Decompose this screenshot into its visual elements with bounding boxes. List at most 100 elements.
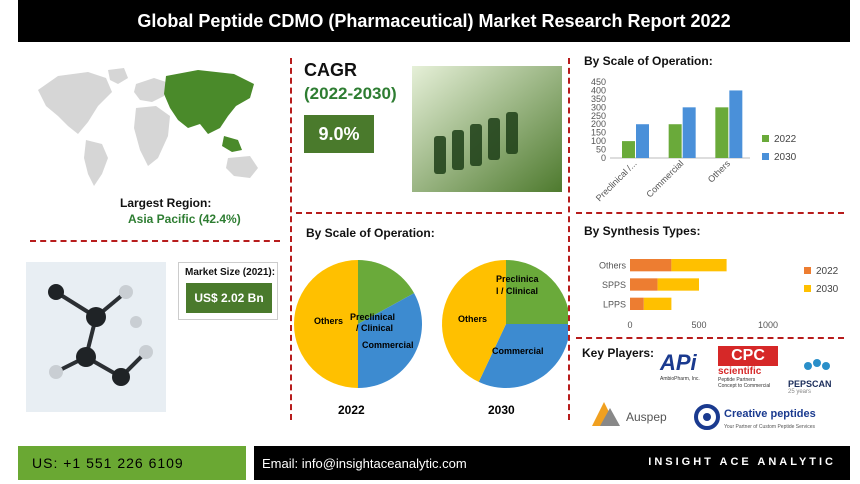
hbar-2030-2 <box>643 297 672 310</box>
hbar-xtick: 500 <box>691 320 706 330</box>
pie-2030-label-preclinical-2: l / Clinical <box>496 286 538 296</box>
logo-cpc-sub3: Concept to Commercial <box>718 383 771 389</box>
hbar-2022-0 <box>630 259 672 272</box>
pie-2022-label-others: Others <box>314 316 343 326</box>
bar-ytick: 400 <box>591 85 606 95</box>
logo-api-text: APi <box>660 350 697 375</box>
bar-2022-0 <box>622 141 635 158</box>
market-size-label: Market Size (2021): <box>185 267 276 278</box>
pie-2022 <box>294 260 422 388</box>
pie-2022-label-preclinical-1: Preclinical <box>350 312 395 322</box>
cagr-value: 9.0% <box>304 115 374 153</box>
footer-contact-bar: Email: info@insightaceanalytic.com INSIG… <box>254 446 850 480</box>
bar-ytick: 300 <box>591 102 606 112</box>
divider-vertical-right <box>568 58 570 420</box>
hbar-category-label: SPPS <box>602 280 626 290</box>
hbar-legend-swatch-2022 <box>804 267 811 274</box>
hbar-xtick: 0 <box>627 320 632 330</box>
bar-legend-swatch-2030 <box>762 153 769 160</box>
hbar-category-label: LPPS <box>603 299 626 309</box>
hbar-legend-swatch-2030 <box>804 285 811 292</box>
hbar-2022-2 <box>630 297 644 310</box>
cagr-period: (2022-2030) <box>304 84 397 103</box>
bar-category-label: Others <box>706 158 733 185</box>
bar-2030-0 <box>636 124 649 158</box>
pie-charts: Preclinical / Clinical Commercial Others… <box>294 260 568 417</box>
bar-category-label: Preclinical /... <box>594 158 639 203</box>
molecule-image <box>26 262 166 412</box>
pie-2030-label-others: Others <box>458 314 487 324</box>
hbar-2022-1 <box>630 278 658 291</box>
pie-section-title: By Scale of Operation: <box>306 226 435 240</box>
hbar-legend-label-2022: 2022 <box>816 266 839 277</box>
region-value: Asia Pacific (42.4%) <box>128 212 241 226</box>
bar-legend-label-2022: 2022 <box>774 134 797 145</box>
bar-ytick: 200 <box>591 119 606 129</box>
hbar-2030-0 <box>671 259 727 272</box>
pie-2030 <box>442 260 568 388</box>
bar-ytick: 150 <box>591 128 606 138</box>
synthesis-chart-title: By Synthesis Types: <box>584 224 701 238</box>
divider-right-bottom <box>576 337 844 339</box>
pie-2022-label-preclinical-2: / Clinical <box>356 323 393 333</box>
pie-2030-slice-0 <box>506 260 568 324</box>
auspep-mark-icon <box>592 402 620 426</box>
pie-2022-slice-2 <box>294 260 358 388</box>
bar-2030-1 <box>682 107 696 158</box>
logo-creative-peptides-text: Creative peptides <box>724 408 816 420</box>
logo-cpc-sub1: scientific <box>718 366 762 377</box>
logo-creative-peptides-sub: Your Partner of Custom Peptide Services <box>724 424 815 430</box>
footer-brand: INSIGHT ACE ANALYTIC <box>648 456 836 468</box>
footer-email: Email: info@insightaceanalytic.com <box>262 455 467 471</box>
cagr-label: CAGR <box>304 60 357 80</box>
bar-ytick: 0 <box>601 153 606 163</box>
hbar-2030-1 <box>657 278 699 291</box>
footer-phone: US: +1 551 226 6109 <box>18 446 246 480</box>
world-map <box>38 68 258 186</box>
logo-auspep: Auspep <box>588 398 678 434</box>
bar-chart-synthesis: Others SPPS LPPS 0 500 1000 2022 2030 <box>599 259 839 330</box>
logo-pepscan: PEPSCAN 25 years <box>788 358 850 398</box>
pie-2030-label-preclinical-1: Preclinica <box>496 274 540 284</box>
bar-legend-label-2030: 2030 <box>774 152 797 163</box>
pie-2022-year: 2022 <box>338 403 365 417</box>
divider-left <box>30 240 280 242</box>
key-players-title: Key Players: <box>582 346 655 360</box>
logo-cpc: CPC scientific Peptide Partners Concept … <box>718 346 778 392</box>
logo-auspep-text: Auspep <box>626 410 667 424</box>
bar-2030-2 <box>729 90 743 158</box>
hbar-category-label: Others <box>599 261 627 271</box>
hbar-xtick: 1000 <box>758 320 778 330</box>
pie-2022-slice-1 <box>358 293 422 388</box>
logo-cpc-text: CPC <box>718 346 778 366</box>
pie-2030-slice-2 <box>442 260 506 382</box>
logo-api: APi AmbioPharm, Inc. <box>660 350 712 388</box>
divider-middle <box>296 212 562 214</box>
pepscan-dots-icon <box>804 359 830 370</box>
bar-ytick: 50 <box>596 145 606 155</box>
divider-vertical-left <box>290 58 292 420</box>
market-size-value: US$ 2.02 Bn <box>186 283 272 313</box>
bar-ytick: 350 <box>591 94 606 104</box>
pie-2022-label-commercial: Commercial <box>362 340 414 350</box>
bar-legend-swatch-2022 <box>762 135 769 142</box>
creative-peptides-mark-icon <box>694 404 720 430</box>
logo-creative-peptides: Creative peptides Your Partner of Custom… <box>694 402 816 438</box>
logo-api-sub: AmbioPharm, Inc. <box>660 376 700 382</box>
divider-right-top <box>576 212 844 214</box>
bar-chart-title: By Scale of Operation: <box>584 54 713 68</box>
pie-2030-slice-1 <box>478 324 568 388</box>
bar-ytick: 100 <box>591 136 606 146</box>
bar-ytick: 450 <box>591 77 606 87</box>
pie-2022-slice-0 <box>358 260 415 324</box>
bar-2022-1 <box>668 124 682 158</box>
logo-cpc-sub2: Peptide Partners <box>718 377 756 383</box>
bar-2022-2 <box>715 107 729 158</box>
page-title: Global Peptide CDMO (Pharmaceutical) Mar… <box>18 0 850 42</box>
pie-2030-label-commercial: Commercial <box>492 346 544 356</box>
vials-photo <box>412 66 562 192</box>
market-size-card: Market Size (2021): US$ 2.02 Bn <box>178 262 278 320</box>
logo-pepscan-text: PEPSCAN <box>788 379 832 389</box>
region-label: Largest Region: <box>120 196 212 210</box>
